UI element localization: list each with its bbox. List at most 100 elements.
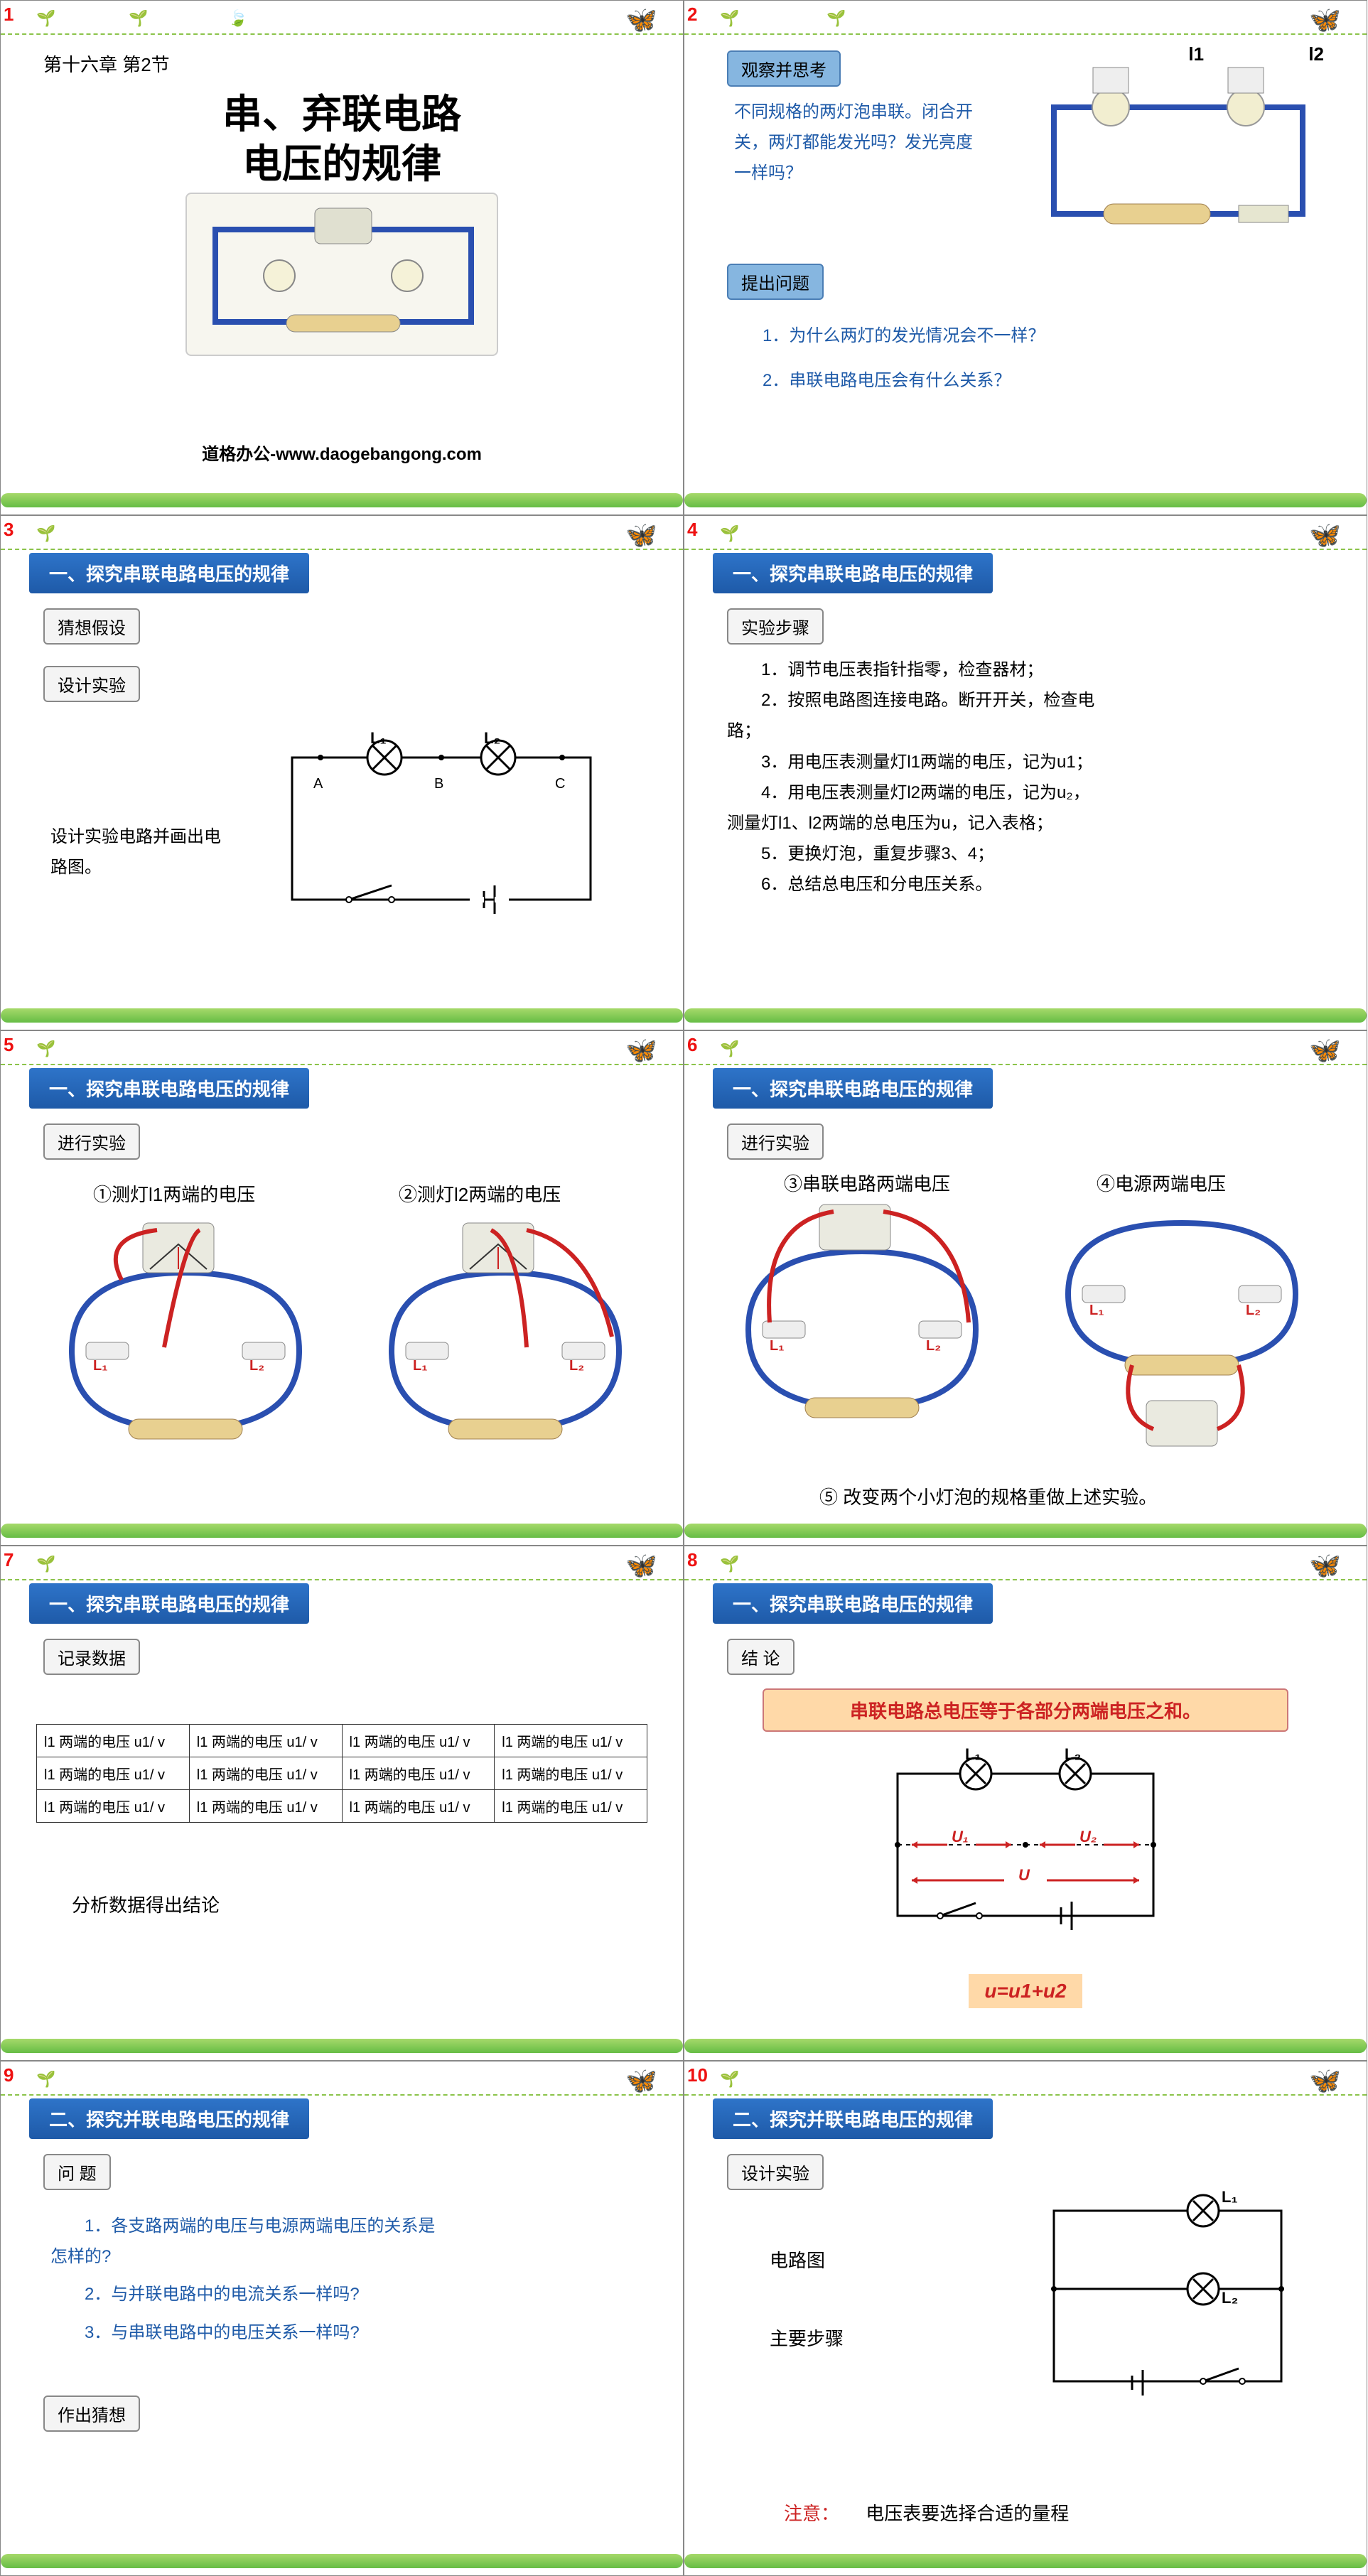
- slide-number: 9: [4, 2064, 14, 2086]
- slide-2: 2 🌱 🌱 🦋 观察并思考 l1 l2 不同规格的两灯泡串联。闭合开关，两灯都能: [684, 0, 1367, 515]
- circuit-image: [185, 193, 498, 356]
- table-cell: l1 两端的电压 u1/ v: [189, 1790, 342, 1823]
- q2: 2．与并联电路中的电流关系一样吗?: [50, 2279, 633, 2310]
- slide-number: 7: [4, 1549, 14, 1571]
- section-header: 一、探究串联电路电压的规律: [713, 1583, 993, 1624]
- caption3: ③串联电路两端电压: [784, 1170, 950, 1196]
- content: 实验步骤: [727, 608, 1324, 645]
- content: 进行实验: [43, 1123, 640, 1160]
- row: 1 🌱 🌱 🍃 🦋 第十六章 第2节 串、弃联电路 电压的规律 道格办公-www…: [0, 0, 1368, 515]
- content: 结 论: [727, 1639, 1324, 1675]
- overlay-text: 分析数据得出结论: [72, 1891, 220, 1917]
- slide-number: 6: [687, 1034, 697, 1056]
- sprout-icon: 🌱: [720, 9, 739, 28]
- l1-label: l1: [1188, 43, 1204, 65]
- slide-1: 1 🌱 🌱 🍃 🦋 第十六章 第2节 串、弃联电路 电压的规律 道格办公-www…: [0, 0, 684, 515]
- box-design: 设计实验: [727, 2154, 824, 2190]
- section-header: 二、探究并联电路电压的规律: [29, 2098, 309, 2139]
- table-cell: l1 两端的电压 u1/ v: [37, 1757, 190, 1790]
- L1-label: L₁: [1222, 2188, 1238, 2206]
- slide-grid: 1 🌱 🌱 🍃 🦋 第十六章 第2节 串、弃联电路 电压的规律 道格办公-www…: [0, 0, 1368, 2576]
- circuit-left: L₁ L₂: [720, 1202, 1004, 1429]
- top-decor: 🌱 🦋: [684, 2062, 1367, 2096]
- sprout-icon: 🌱: [720, 1555, 739, 1573]
- slide-5: 5 🌱 🦋 一、探究串联电路电压的规律 进行实验 ①测灯l1两端的电压 ②测灯l…: [0, 1030, 684, 1546]
- top-decor: 🌱 🦋: [1, 1031, 683, 1065]
- schematic: L₁ L₂ U₁ U₂ U: [876, 1745, 1175, 1944]
- bulb-labels: l1 l2: [1188, 43, 1324, 65]
- sprout-icon: 🌱: [826, 9, 846, 28]
- s4b: 测量灯l1、l2两端的总电压为u，记入表格；: [727, 808, 1324, 839]
- row: 9 🌱 🦋 二、探究并联电路电压的规律 问 题 1．各支路两端的电压与电源两端电…: [0, 2061, 1368, 2576]
- sprout-icon: 🌱: [36, 2070, 55, 2089]
- section-header: 一、探究串联电路电压的规律: [29, 1068, 309, 1109]
- q1: 1．为什么两灯的发光情况会不一样？: [763, 320, 1045, 351]
- caption1: ①测灯l1两端的电压: [93, 1180, 255, 1207]
- row: 7 🌱 🦋 一、探究串联电路电压的规律 记录数据 l1 两端的电压 u1/ v …: [0, 1546, 1368, 2061]
- content: 猜想假设 设计实验: [43, 608, 640, 702]
- L2-label: L₂: [1065, 1745, 1081, 1764]
- L2-label: L₂: [484, 729, 500, 748]
- box-conclusion: 结 论: [727, 1639, 795, 1675]
- slide-8: 8 🌱 🦋 一、探究串联电路电压的规律 结 论 串联电路总电压等于各部分两端电压…: [684, 1546, 1367, 2061]
- slide-4: 4 🌱 🦋 一、探究串联电路电压的规律 实验步骤 1．调节电压表指针指零，检查器…: [684, 515, 1367, 1030]
- U1-label: U₁: [952, 1828, 969, 1846]
- L1-lbl: L₁: [770, 1338, 785, 1354]
- butterfly-icon: 🦋: [625, 1035, 657, 1065]
- note-label: 注意：: [784, 2503, 839, 2524]
- steps: 1．调节电压表指针指零，检查器材； 2．按照电路图连接电路。断开开关，检查电 路…: [727, 654, 1324, 900]
- butterfly-icon: 🦋: [1309, 2066, 1341, 2096]
- slide-number: 5: [4, 1034, 14, 1056]
- butterfly-icon: 🦋: [625, 5, 657, 35]
- formula-box: u=u1+u2: [684, 1966, 1367, 2008]
- sprout-icon: 🌱: [129, 9, 148, 28]
- top-decor: 🌱 🦋: [684, 1031, 1367, 1065]
- L2-label: L₂: [1222, 2289, 1238, 2307]
- top-decor: 🌱 🦋: [684, 516, 1367, 550]
- L1-lbl: L₁: [413, 1358, 428, 1374]
- box-record: 记录数据: [43, 1639, 140, 1675]
- bottom-bar: [1, 2039, 683, 2053]
- circuit-right: L₁ L₂: [1040, 1202, 1331, 1472]
- box-question: 问 题: [43, 2154, 111, 2190]
- top-decor: 🌱 🦋: [1, 516, 683, 550]
- slide-3: 3 🌱 🦋 一、探究串联电路电压的规律 猜想假设 设计实验 设计实验电路并画出电…: [0, 515, 684, 1030]
- bottom-bar: [1, 1524, 683, 1538]
- slide-number: 10: [687, 2064, 708, 2086]
- para: 不同规格的两灯泡串联。闭合开关，两灯都能发光吗？发光亮度一样吗？: [734, 97, 976, 189]
- page-title: 串、弃联电路: [1, 82, 683, 140]
- content: 问 题: [43, 2154, 640, 2190]
- circuit-image: [1025, 65, 1331, 249]
- L2-lbl: L₂: [926, 1338, 941, 1354]
- slide-10: 10 🌱 🦋 二、探究并联电路电压的规律 设计实验 电路图 主要步骤: [684, 2061, 1367, 2576]
- L2-lbl: L₂: [1246, 1303, 1261, 1319]
- bottom-bar: [684, 493, 1367, 507]
- slide-number: 1: [4, 4, 14, 26]
- slide-number: 2: [687, 4, 697, 26]
- slide-number: 3: [4, 519, 14, 541]
- top-decor: 🌱 🌱 🍃 🦋: [1, 1, 683, 35]
- q2: 2．串联电路电压会有什么关系？: [763, 365, 1045, 396]
- table-cell: l1 两端的电压 u1/ v: [37, 1725, 190, 1757]
- top-decor: 🌱 🦋: [1, 2062, 683, 2096]
- section-header: 一、探究串联电路电压的规律: [29, 1583, 309, 1624]
- s2b: 路；: [727, 716, 1324, 746]
- q1a: 1．各支路两端的电压与电源两端电压的关系是: [50, 2211, 633, 2241]
- conclusion-text: 串联电路总电压等于各部分两端电压之和。: [763, 1688, 1288, 1732]
- q-list: 1．为什么两灯的发光情况会不一样？ 2．串联电路电压会有什么关系？: [763, 320, 1045, 396]
- table-cell: l1 两端的电压 u1/ v: [342, 1757, 495, 1790]
- sprout-icon: 🌱: [720, 2070, 739, 2089]
- table-cell: l1 两端的电压 u1/ v: [342, 1790, 495, 1823]
- parallel-schematic: L₁ L₂: [1025, 2182, 1310, 2410]
- box-experiment: 进行实验: [43, 1123, 140, 1160]
- butterfly-icon: 🦋: [1309, 5, 1341, 35]
- L1-lbl: L₁: [93, 1358, 108, 1374]
- B-label: B: [434, 776, 443, 792]
- chapter-label: 第十六章 第2节: [43, 50, 170, 77]
- bottom-bar: [1, 2554, 683, 2568]
- bottom-bar: [1, 1008, 683, 1023]
- q1b: 怎样的?: [50, 2241, 633, 2272]
- row: 5 🌱 🦋 一、探究串联电路电压的规律 进行实验 ①测灯l1两端的电压 ②测灯l…: [0, 1030, 1368, 1546]
- box-question: 提出问题: [727, 264, 824, 300]
- box-steps: 实验步骤: [727, 608, 824, 645]
